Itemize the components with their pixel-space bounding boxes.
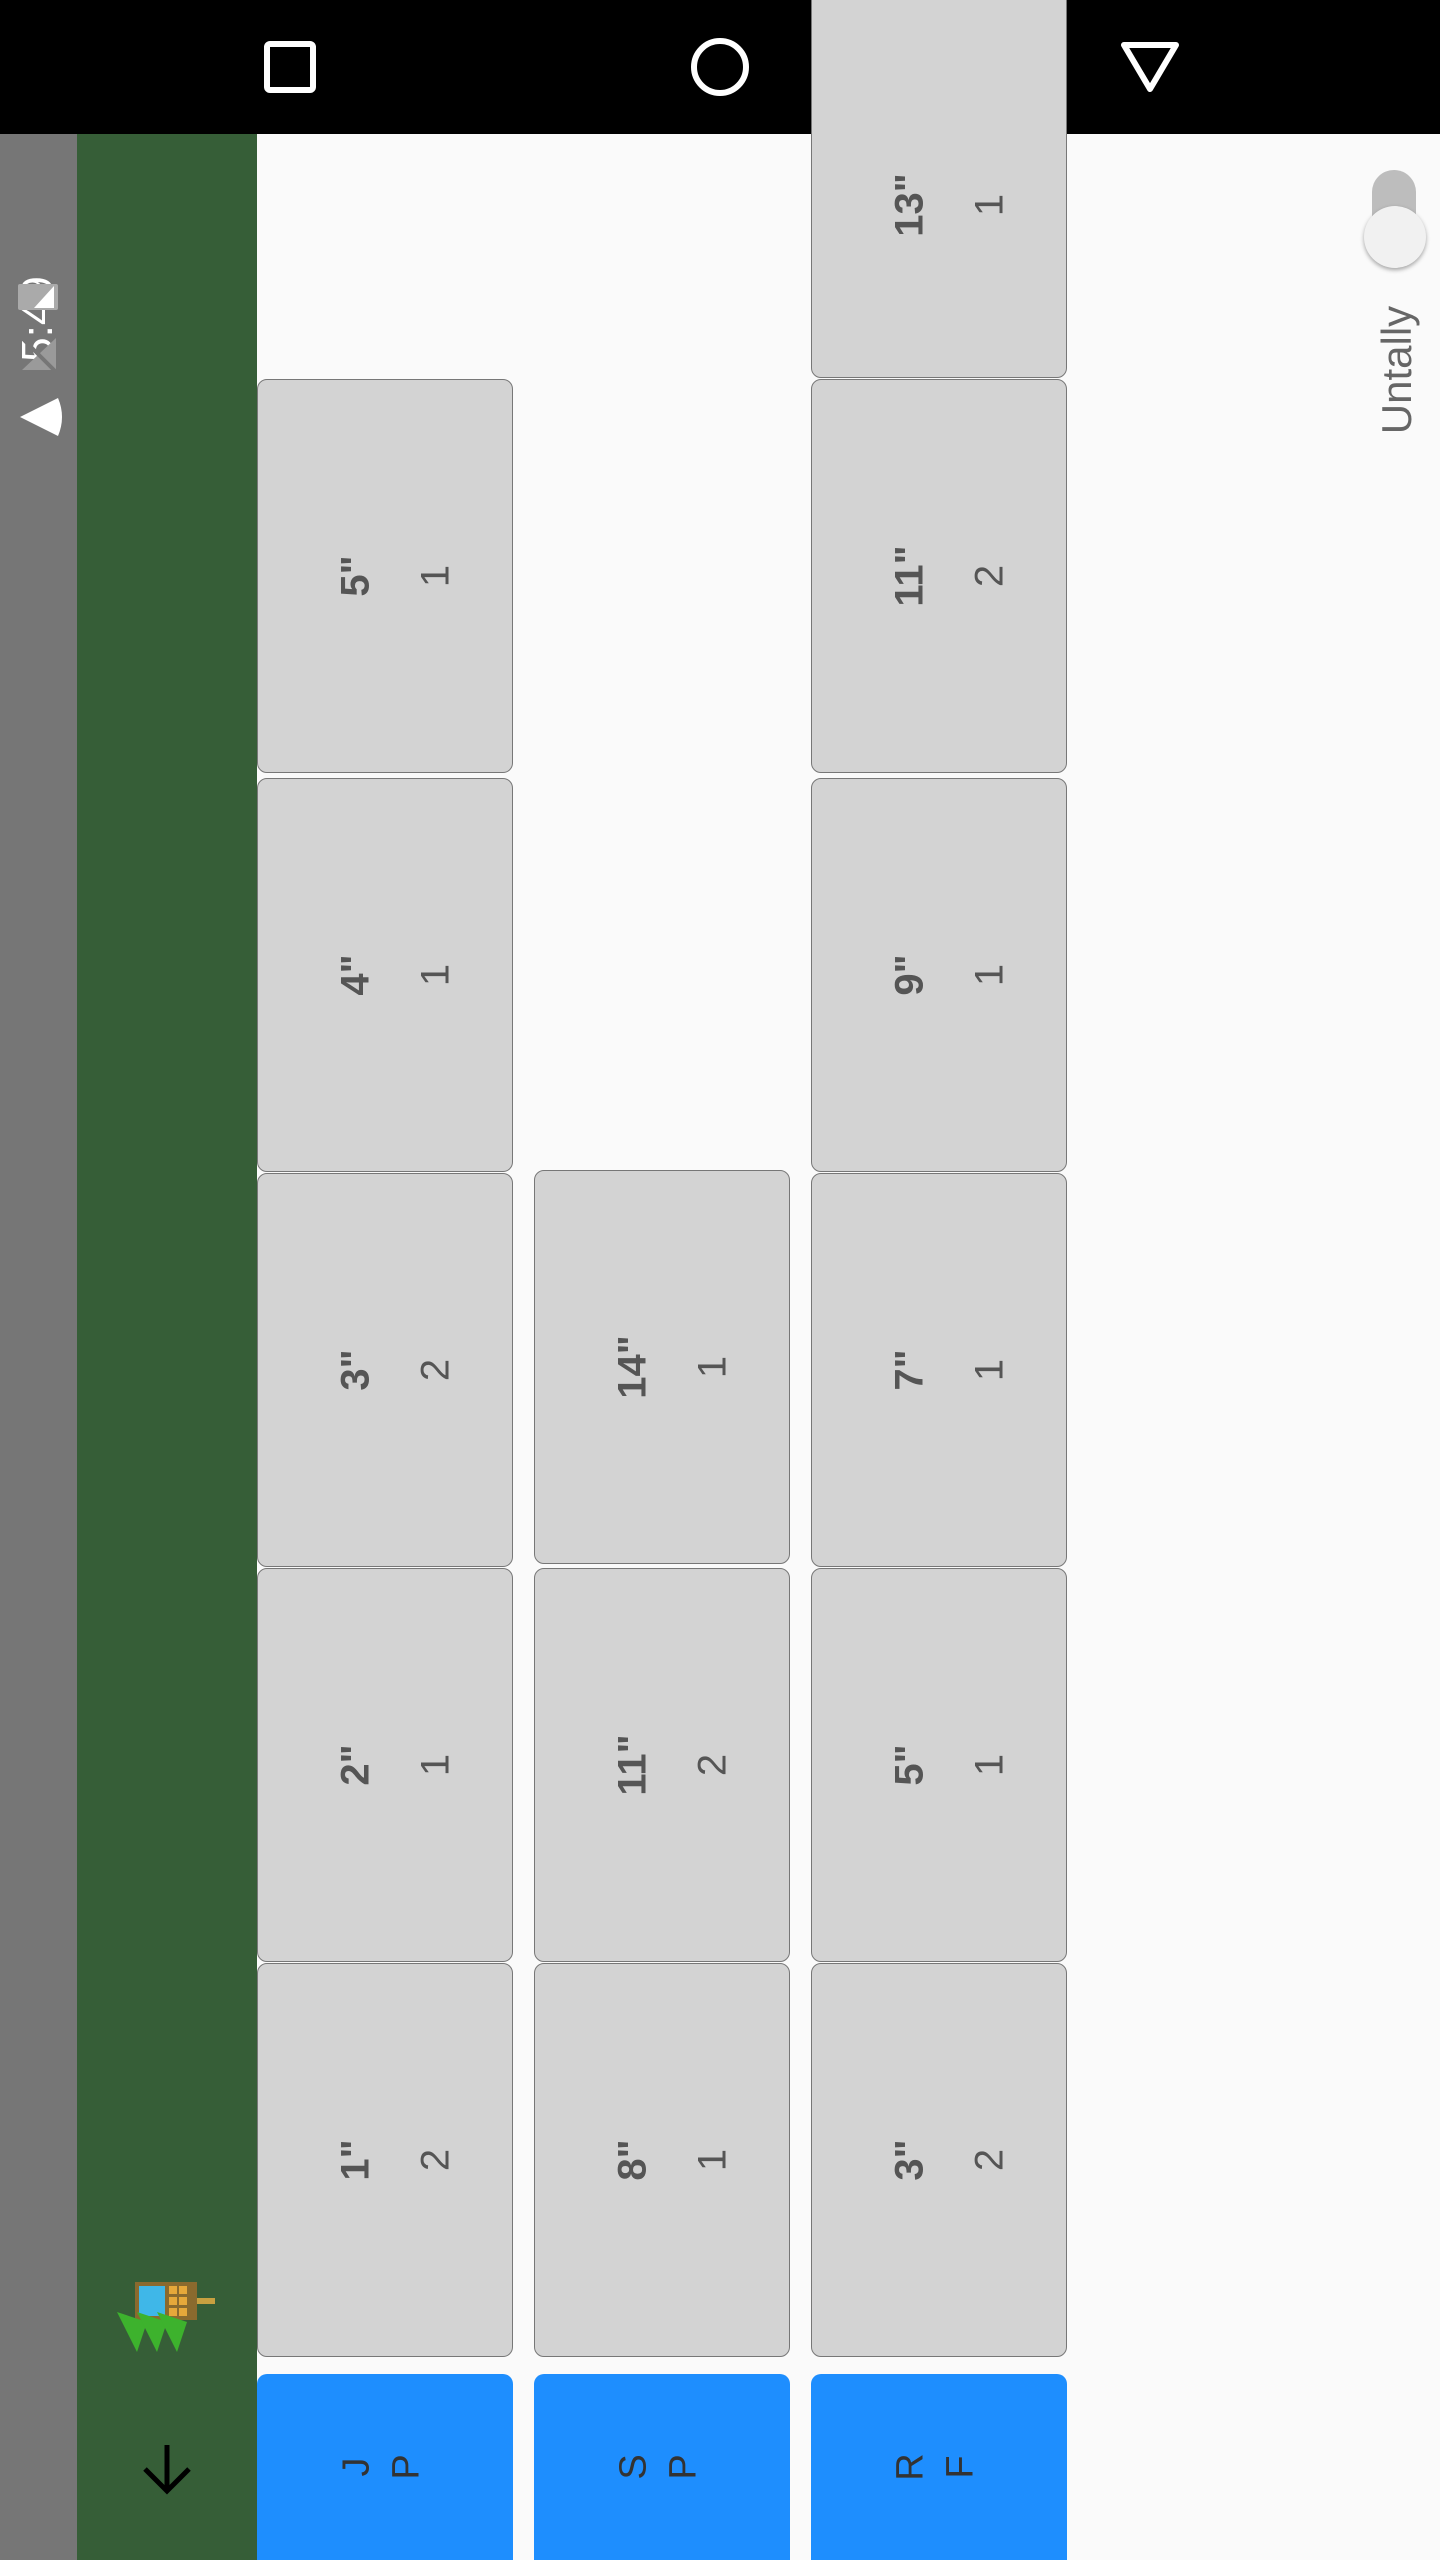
cell-size-label: 9"	[887, 954, 932, 996]
cell-size-label: 2"	[333, 1744, 378, 1786]
cell-count: 2	[967, 2148, 1012, 2172]
tally-cell[interactable]: 8" 1	[534, 1963, 790, 2357]
tally-grid: J P 1" 2 2" 1 3" 2 4" 1 5" 1 S P 8" 1 11…	[257, 0, 1440, 2560]
row-button-line2: P	[385, 2454, 428, 2480]
cell-size-label: 3"	[333, 1349, 378, 1391]
cell-count: 1	[967, 1753, 1012, 1777]
triangle-back-icon	[1121, 42, 1179, 92]
tally-cell[interactable]: 14" 1	[534, 1170, 790, 1564]
untally-toggle-thumb[interactable]	[1364, 206, 1426, 268]
cell-count: 2	[413, 2148, 458, 2172]
cell-count: 2	[413, 1358, 458, 1382]
row-button-line2: P	[662, 2454, 705, 2480]
battery-icon	[18, 284, 58, 310]
cell-size-label: 4"	[333, 954, 378, 996]
untally-label: Untally	[1373, 305, 1420, 435]
status-bar: 5:49	[0, 134, 77, 2560]
wifi-icon	[20, 398, 62, 436]
tally-cell[interactable]: 5" 1	[257, 379, 513, 773]
tally-cell[interactable]: 13" 1	[811, 0, 1067, 378]
tally-cell[interactable]: 7" 1	[811, 1173, 1067, 1567]
arrow-down-icon[interactable]	[137, 2439, 197, 2499]
recents-button[interactable]	[190, 0, 390, 134]
cell-size-label: 3"	[887, 2139, 932, 2181]
cell-count: 1	[413, 564, 458, 588]
cell-size-label: 11"	[887, 545, 932, 607]
cell-size-label: 13"	[887, 173, 932, 237]
cell-size-label: 5"	[887, 1744, 932, 1786]
cell-count: 1	[690, 1355, 735, 1379]
back-button[interactable]	[1050, 0, 1250, 134]
home-button[interactable]	[620, 0, 820, 134]
cell-size-label: 5"	[333, 555, 378, 597]
tally-cell[interactable]: 3" 2	[257, 1173, 513, 1567]
cell-count: 1	[690, 2148, 735, 2172]
row-button-line1: J	[335, 2457, 378, 2477]
row-button-line2: F	[939, 2455, 982, 2479]
tally-cell[interactable]: 1" 2	[257, 1963, 513, 2357]
cell-count: 1	[967, 193, 1012, 217]
cell-count: 1	[413, 963, 458, 987]
cell-size-label: 11"	[610, 1734, 655, 1796]
row-button-line1: S	[612, 2454, 655, 2480]
row-button-line1: R	[889, 2453, 932, 2481]
tally-cell[interactable]: 5" 1	[811, 1568, 1067, 1962]
app-bar	[77, 134, 257, 2560]
row-button-jp[interactable]: J P	[257, 2374, 513, 2560]
tally-cell[interactable]: 11" 2	[811, 379, 1067, 773]
cell-size-label: 1"	[333, 2139, 378, 2181]
tally-cell[interactable]: 9" 1	[811, 778, 1067, 1172]
tally-cell[interactable]: 3" 2	[811, 1963, 1067, 2357]
square-icon	[264, 41, 316, 93]
navigation-bar	[0, 0, 1440, 134]
cell-count: 2	[690, 1753, 735, 1777]
tally-cell[interactable]: 11" 2	[534, 1568, 790, 1962]
cell-count: 2	[967, 564, 1012, 588]
tally-cell[interactable]: 4" 1	[257, 778, 513, 1172]
tally-machine-icon[interactable]	[115, 2272, 219, 2358]
cell-count: 1	[413, 1753, 458, 1777]
no-signal-icon	[20, 336, 58, 374]
cell-size-label: 7"	[887, 1349, 932, 1391]
row-button-rf[interactable]: R F	[811, 2374, 1067, 2560]
tally-cell[interactable]: 2" 1	[257, 1568, 513, 1962]
circle-icon	[691, 38, 749, 96]
cell-size-label: 8"	[610, 2139, 655, 2181]
cell-size-label: 14"	[610, 1335, 655, 1399]
row-button-sp[interactable]: S P	[534, 2374, 790, 2560]
cell-count: 1	[967, 1358, 1012, 1382]
cell-count: 1	[967, 963, 1012, 987]
